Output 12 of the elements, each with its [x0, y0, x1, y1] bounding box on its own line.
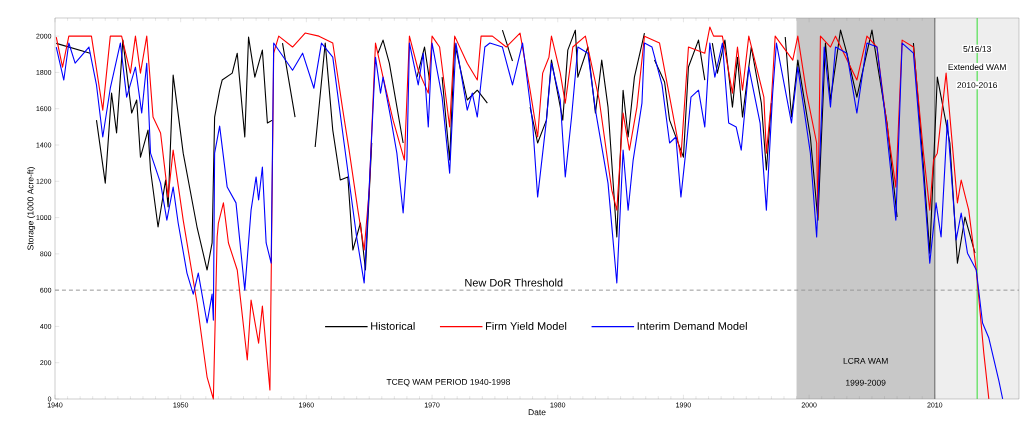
legend-label: Firm Yield Model: [486, 321, 567, 330]
annotation: LCRA WAM: [843, 357, 888, 364]
annotation: Extended WAM: [948, 63, 1006, 71]
ref-line-label: New DoR Threshold: [465, 278, 563, 287]
annotation: 5/16/13: [963, 45, 991, 52]
annotation: TCEQ WAM PERIOD 1940-1998: [386, 378, 510, 387]
legend-label: Interim Demand Model: [637, 321, 747, 330]
x-axis-title: Date: [528, 409, 546, 416]
annotation: 1999-2009: [846, 379, 886, 386]
legend-label: Historical: [371, 321, 415, 330]
y-axis-title: Storage (1000 Acre-ft): [27, 167, 36, 250]
annotation: 2010-2016: [957, 82, 998, 89]
